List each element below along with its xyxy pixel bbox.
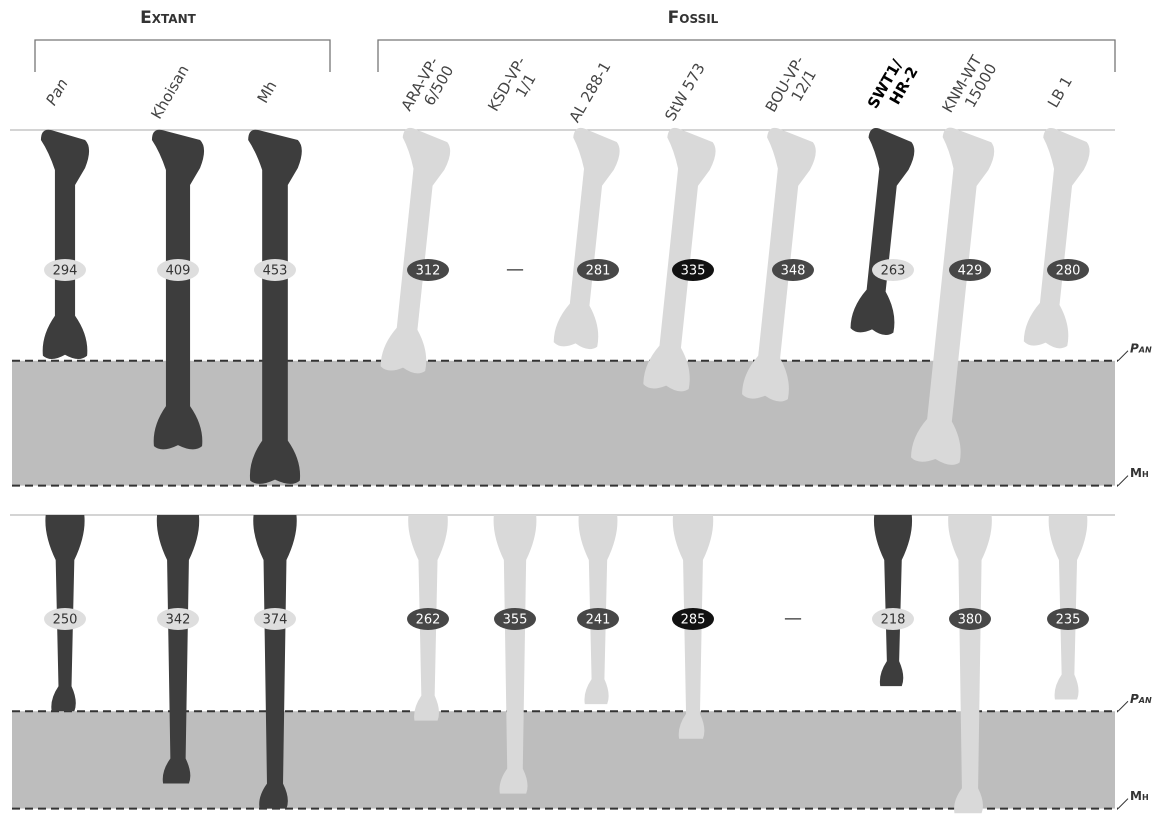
length-label: 250 <box>53 613 78 628</box>
length-label: 262 <box>416 613 441 628</box>
length-label: 235 <box>1056 613 1081 628</box>
length-label: 429 <box>958 264 983 279</box>
length-label: 294 <box>53 264 78 279</box>
reference-label: Mh <box>1130 466 1149 480</box>
length-label: 312 <box>416 264 441 279</box>
length-label: 280 <box>1056 264 1081 279</box>
length-label: 348 <box>781 264 806 279</box>
length-label: 285 <box>681 613 706 628</box>
length-label: 380 <box>958 613 983 628</box>
length-label: 335 <box>681 264 706 279</box>
reference-label: Pan <box>1130 692 1152 706</box>
reference-label: Mh <box>1130 789 1149 803</box>
length-label: 263 <box>881 264 906 279</box>
length-label: 218 <box>881 613 906 628</box>
bone-diagram: Extant Fossil PanMhPanMhPan294250Khoisan… <box>0 0 1163 816</box>
length-label: 241 <box>586 613 611 628</box>
missing-value: — <box>506 259 524 280</box>
length-label: 281 <box>586 264 611 279</box>
length-label: 374 <box>263 613 288 628</box>
length-label: 342 <box>166 613 191 628</box>
length-label: 409 <box>166 264 191 279</box>
missing-value: — <box>784 608 802 629</box>
extant-header: Extant <box>140 8 196 28</box>
fossil-header: Fossil <box>668 8 719 28</box>
length-label: 453 <box>263 264 288 279</box>
length-label: 355 <box>503 613 528 628</box>
reference-label: Pan <box>1130 341 1152 355</box>
